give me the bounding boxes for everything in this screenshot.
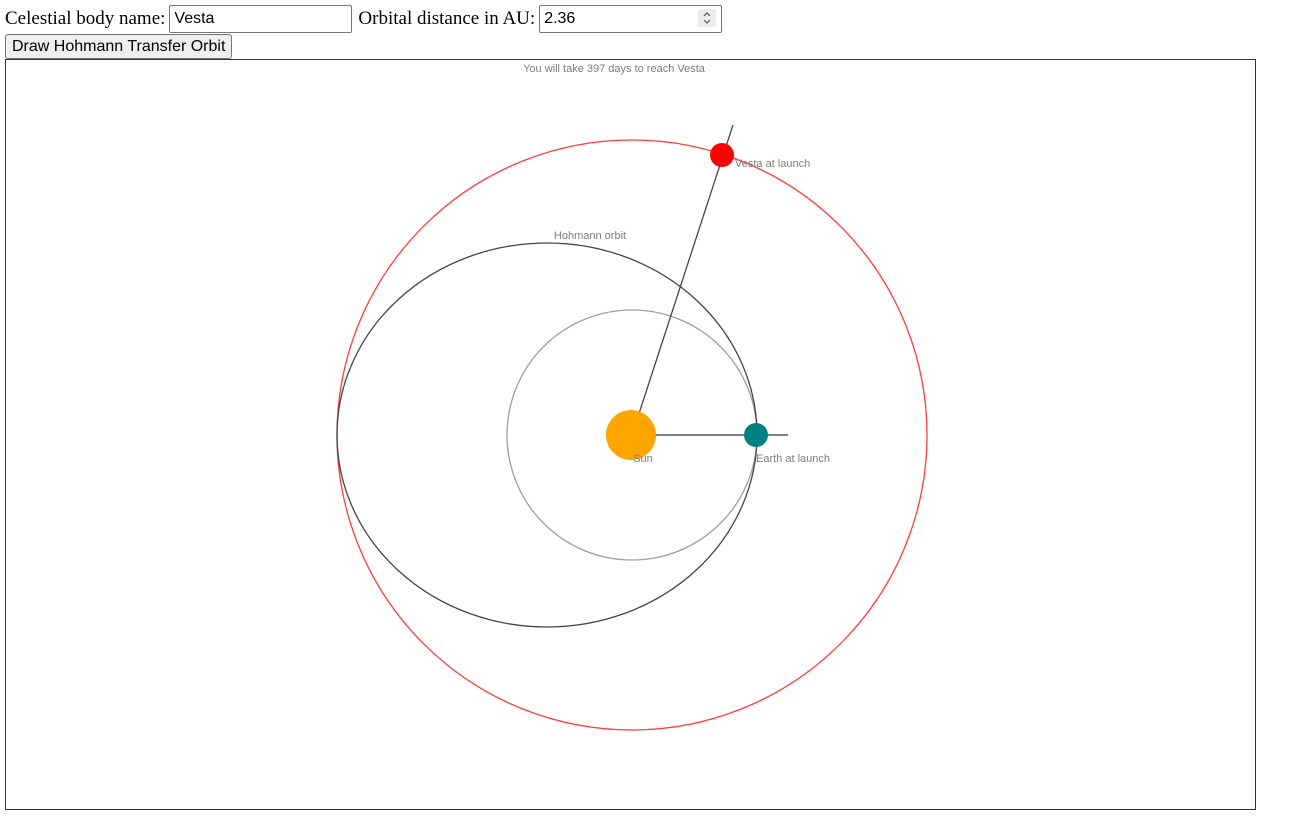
target-body-marker — [710, 143, 734, 167]
orbit-canvas: You will take 397 days to reach Vesta Ho… — [5, 59, 1256, 810]
orbital-distance-field — [539, 5, 723, 33]
sun-label: Sun — [633, 453, 653, 465]
sun-marker — [606, 410, 656, 460]
draw-hohmann-button[interactable]: Draw Hohmann Transfer Orbit — [5, 34, 233, 59]
target-label: Vesta at launch — [735, 158, 810, 170]
orbital-distance-input[interactable] — [539, 5, 723, 33]
target-direction-line — [631, 124, 734, 436]
hohmann-orbit-label: Hohmann orbit — [554, 230, 626, 242]
spinner-arrows-icon — [703, 12, 711, 24]
orbital-distance-label: Orbital distance in AU: — [358, 8, 536, 29]
celestial-body-name-input[interactable] — [169, 5, 353, 33]
earth-marker — [744, 423, 768, 447]
orbit-form: Celestial body name: Orbital distance in… — [5, 5, 723, 33]
transfer-time-headline: You will take 397 days to reach Vesta — [523, 63, 706, 75]
orbit-diagram: You will take 397 days to reach Vesta Ho… — [336, 63, 928, 731]
celestial-body-name-label: Celestial body name: — [5, 8, 166, 29]
earth-label: Earth at launch — [756, 453, 830, 465]
number-spinner[interactable] — [698, 9, 717, 27]
